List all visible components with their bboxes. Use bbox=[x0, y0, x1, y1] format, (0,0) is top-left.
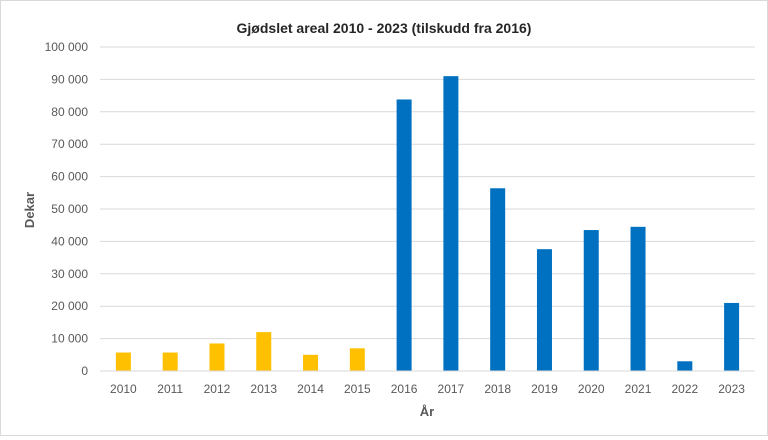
x-tick-label: 2012 bbox=[204, 382, 231, 396]
x-tick-label: 2017 bbox=[438, 382, 465, 396]
bar-2011 bbox=[162, 352, 178, 371]
bar-2014 bbox=[303, 354, 319, 371]
chart-title: Gjødslet areal 2010 - 2023 (tilskudd fra… bbox=[237, 20, 532, 36]
x-axis-label: År bbox=[420, 404, 434, 419]
y-tick-label: 50 000 bbox=[51, 202, 88, 216]
x-tick-label: 2022 bbox=[671, 382, 698, 396]
x-tick-label: 2021 bbox=[625, 382, 652, 396]
bars bbox=[115, 76, 740, 371]
x-tick-label: 2010 bbox=[110, 382, 137, 396]
y-tick-label: 30 000 bbox=[51, 267, 88, 281]
y-tick-label: 20 000 bbox=[51, 299, 88, 313]
x-tick-label: 2019 bbox=[531, 382, 558, 396]
y-tick-label: 40 000 bbox=[51, 234, 88, 248]
x-axis-ticks: 2010 2011 2012 2013 2014 2015 2016 2017 2018 2019… bbox=[110, 382, 745, 396]
bar-2019 bbox=[536, 249, 552, 371]
x-tick-label: 2016 bbox=[391, 382, 418, 396]
x-tick-label: 2018 bbox=[484, 382, 511, 396]
x-tick-label: 2013 bbox=[250, 382, 277, 396]
y-tick-label: 80 000 bbox=[51, 105, 88, 119]
bar-2016 bbox=[396, 99, 412, 371]
y-tick-label: 100 000 bbox=[45, 40, 89, 54]
y-tick-label: 0 bbox=[81, 364, 88, 378]
x-tick-label: 2011 bbox=[157, 382, 183, 396]
bar-2023 bbox=[724, 302, 740, 371]
y-axis-label: Dekar bbox=[22, 192, 37, 228]
y-tick-label: 60 000 bbox=[51, 170, 88, 184]
x-tick-label: 2015 bbox=[344, 382, 371, 396]
x-tick-label: 2020 bbox=[578, 382, 605, 396]
y-tick-label: 90 000 bbox=[51, 72, 88, 86]
bar-2017 bbox=[443, 76, 459, 371]
gridlines bbox=[100, 46, 755, 340]
bar-2021 bbox=[630, 226, 646, 371]
y-tick-label: 10 000 bbox=[51, 332, 88, 346]
bar-2022 bbox=[677, 361, 693, 371]
bar-2013 bbox=[256, 332, 272, 371]
bar-2015 bbox=[349, 348, 365, 371]
y-tick-label: 70 000 bbox=[51, 137, 88, 151]
bar-2010 bbox=[115, 352, 131, 371]
x-tick-label: 2023 bbox=[718, 382, 745, 396]
bar-2012 bbox=[209, 343, 225, 371]
bar-2018 bbox=[490, 188, 506, 371]
x-tick-label: 2014 bbox=[297, 382, 324, 396]
y-axis-ticks: 0 10 000 20 000 30 000 40 000 50 000 60 000 70 … bbox=[45, 40, 89, 378]
bar-2020 bbox=[583, 230, 599, 371]
